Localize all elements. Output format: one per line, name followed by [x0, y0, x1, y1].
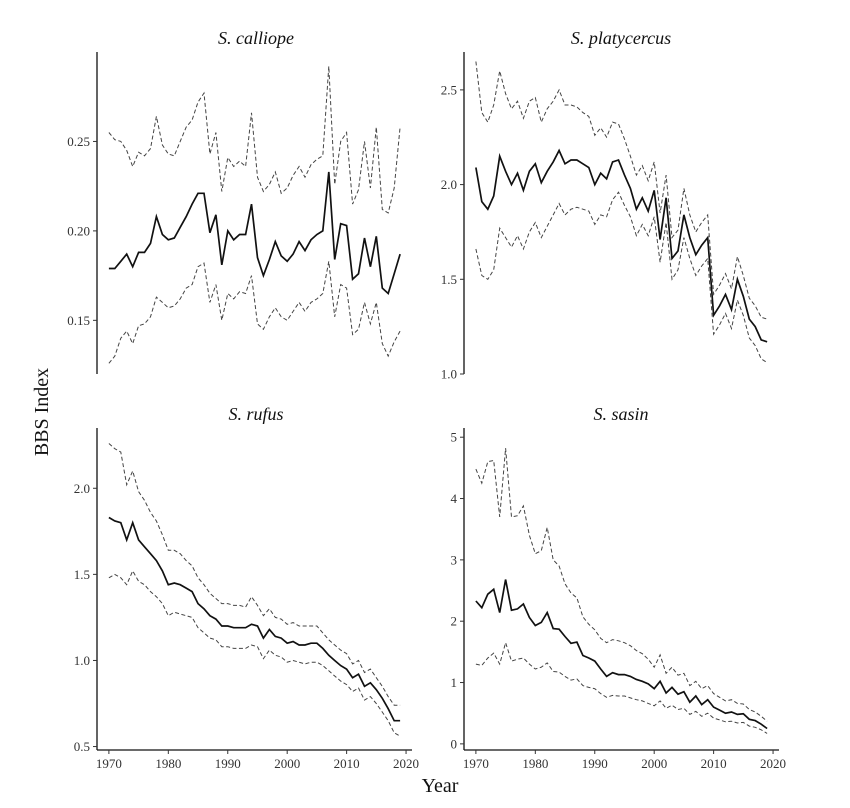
x-axis-title: Year — [422, 775, 459, 797]
s-sasin-title: S. sasin — [593, 404, 648, 424]
s-sasin-x-tick-label: 1990 — [582, 756, 608, 771]
s-rufus-title: S. rufus — [228, 404, 283, 424]
s-rufus-upper-line — [108, 443, 401, 706]
s-sasin-x-tick-label: 2020 — [760, 756, 786, 771]
s-sasin-x-tick-label: 1970 — [463, 756, 489, 771]
s-sasin-lower-line — [475, 640, 768, 734]
s-calliope-y-tick-label: 0.25 — [67, 134, 90, 149]
s-rufus-y-tick-label: 1.0 — [74, 653, 90, 668]
s-platycercus-y-tick-label: 1.5 — [441, 272, 457, 287]
s-sasin-y-tick-label: 1 — [451, 675, 458, 690]
s-rufus-x-tick-label: 1980 — [155, 756, 181, 771]
s-rufus-x-tick-label: 2000 — [274, 756, 300, 771]
s-calliope-upper-line — [108, 66, 401, 214]
s-rufus-x-tick-label: 2020 — [393, 756, 419, 771]
s-sasin-x-tick-label: 2000 — [641, 756, 667, 771]
s-rufus-lower-line — [108, 569, 401, 737]
y-axis-title: BBS Index — [31, 368, 53, 456]
s-sasin-y-tick-label: 5 — [451, 430, 458, 445]
s-sasin-x-tick-label: 2010 — [701, 756, 727, 771]
s-calliope-lower-line — [108, 261, 401, 364]
s-sasin-y-tick-label: 4 — [451, 491, 458, 506]
s-platycercus-lower-line — [475, 191, 768, 364]
s-sasin-mean-line — [475, 579, 768, 730]
s-rufus-x-tick-label: 1970 — [96, 756, 122, 771]
s-sasin-y-tick-label: 2 — [451, 614, 458, 629]
s-sasin-y-tick-label: 3 — [451, 552, 458, 567]
s-rufus-x-tick-label: 1990 — [215, 756, 241, 771]
s-rufus-mean-line — [108, 516, 401, 722]
s-sasin-x-tick-label: 1980 — [522, 756, 548, 771]
panel-s-rufus: S. rufus 0.5 1.0 1.5 2.0 1970 1980 1990 2000 2010… — [74, 404, 419, 771]
panel-s-sasin: S. sasin 0 1 2 3 4 5 1970 1980 1990 2000 2010 2020 — [451, 404, 787, 771]
s-rufus-y-tick-label: 1.5 — [74, 567, 90, 582]
s-rufus-x-tick-label: 2010 — [334, 756, 360, 771]
s-calliope-mean-line — [108, 171, 401, 296]
s-rufus-y-tick-label: 2.0 — [74, 481, 90, 496]
s-rufus-y-tick-label: 0.5 — [74, 739, 90, 754]
s-platycercus-title: S. platycercus — [571, 28, 671, 48]
s-platycercus-y-tick-label: 2.5 — [441, 82, 457, 97]
s-calliope-title: S. calliope — [218, 28, 294, 48]
s-platycercus-upper-line — [475, 61, 768, 320]
s-platycercus-y-tick-label: 2.0 — [441, 177, 457, 192]
panel-s-platycercus: S. platycercus 1.0 1.5 2.0 2.5 — [441, 28, 768, 382]
s-platycercus-mean-line — [475, 148, 768, 343]
s-sasin-y-tick-label: 0 — [451, 736, 458, 751]
panel-s-calliope: S. calliope 0.15 0.20 0.25 — [67, 28, 401, 374]
s-platycercus-y-tick-label: 1.0 — [441, 367, 457, 382]
s-calliope-y-tick-label: 0.20 — [67, 223, 90, 238]
s-sasin-upper-line — [475, 448, 768, 722]
s-calliope-y-tick-label: 0.15 — [67, 313, 90, 328]
